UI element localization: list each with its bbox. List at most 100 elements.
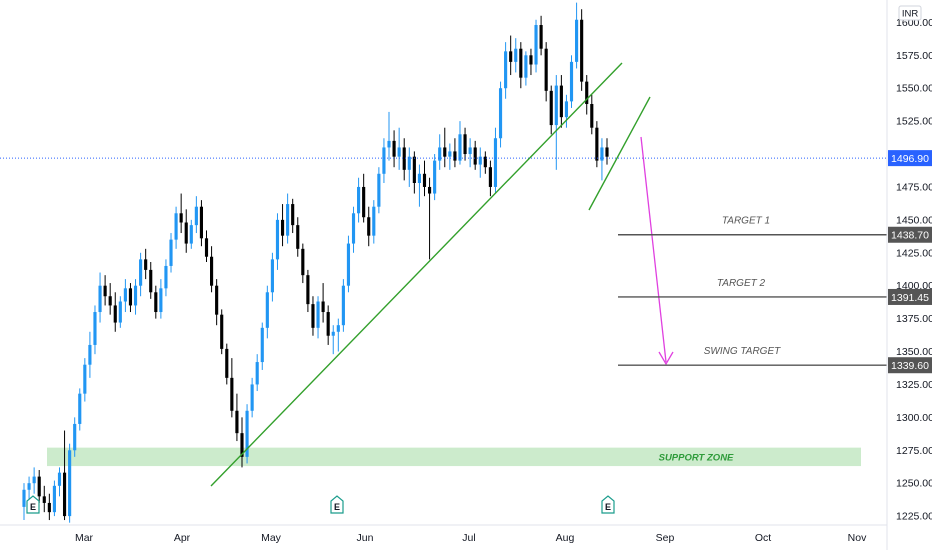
y-tick-label: 1250.00 [896,478,932,490]
candle-body [433,160,437,194]
candle-body [529,55,533,65]
candle-body [412,156,416,184]
candle-body [169,239,173,266]
candle-body [417,173,421,184]
candle-body [240,433,244,457]
rising-trendline [210,62,623,487]
candle-body [103,285,107,297]
candle-body [73,423,77,451]
support-zone-label: SUPPORT ZONE [659,452,734,463]
candle-body [514,48,518,62]
candle-body [118,301,122,323]
last-price-badge-text: 1496.90 [891,153,929,165]
earnings-marker-text: E [30,502,36,512]
candle-body [448,151,452,157]
candle-body [509,51,513,62]
candle-body [402,147,406,170]
target-price-badge-box [888,288,932,305]
y-tick-label: 1550.00 [896,83,932,95]
candle-body [149,269,153,293]
candle-body [336,325,340,332]
target-price-badge-box [888,357,932,374]
candle-body [372,206,376,236]
candle-body [230,377,234,411]
candle-body [215,285,219,315]
candle-body [144,259,148,270]
currency-label: INR [902,9,919,20]
candle-body [544,48,548,91]
candle-body [98,285,102,313]
candle-body [488,167,492,187]
candle-body [245,410,249,457]
target-price-badge: 1391.45 [888,288,932,305]
earnings-marker-icon: E [26,495,40,514]
candle-body [194,206,198,226]
candle-body [311,304,315,328]
candle-body [204,238,209,257]
candle-body [316,301,320,328]
candle-body [68,450,72,517]
candle-body [108,296,112,306]
candle-body [534,25,538,65]
candle-body [154,292,158,313]
candle-body [199,206,204,239]
candle-body [569,61,574,102]
candle-body [189,225,193,244]
candle-body [159,288,163,313]
y-tick-label: 1450.00 [896,214,932,226]
y-tick-label: 1375.00 [896,313,932,325]
x-tick-label: Mar [75,532,94,544]
earnings-marker-shape [26,495,40,514]
y-tick-label: 1225.00 [896,511,932,523]
candle-body [291,204,295,226]
candle-body [275,219,280,260]
x-tick-label: Oct [755,532,771,544]
candle-body [184,222,188,244]
candle-body [62,472,67,517]
candle-body [270,259,274,293]
target-label: SWING TARGET [704,346,781,357]
y-tick-label: 1300.00 [896,412,932,424]
candle-body [367,217,371,236]
candle-body [493,138,498,187]
target-label: TARGET 2 [717,278,766,289]
candle-body [549,90,553,126]
y-tick-label: 1475.00 [896,181,932,193]
drawings-layer: TARGET 1 TARGET 2 SWING TARGET E E E [0,62,887,514]
earnings-marker-shape [601,495,615,514]
candle-body [32,476,36,484]
earnings-marker-icon: E [330,495,344,514]
channel-trendline [588,96,651,211]
earnings-marker-text: E [605,502,611,512]
candle-body [133,285,138,306]
candle-body [483,156,487,168]
candle-body [397,147,401,157]
candle-body [27,483,31,490]
candle-body [346,243,351,286]
candle-body [559,85,563,118]
candle-body [123,288,127,302]
x-tick-label: May [261,532,282,544]
candle-body [42,496,46,503]
candle-body [362,186,366,218]
target-price-badge-text: 1391.45 [891,292,929,304]
candle-body [478,156,482,165]
y-tick-label: 1575.00 [896,50,932,62]
candle-body [407,156,411,170]
candle-body [326,312,330,336]
candle-body [600,147,604,161]
earnings-marker-icon: E [601,495,615,514]
candle-body [438,147,442,161]
last-price-badge-box [888,150,932,167]
candle-body [306,275,310,305]
candle-body [443,147,447,157]
candle-body [220,314,224,349]
x-tick-label: Apr [174,532,191,544]
candle-body [37,476,41,497]
y-tick-label: 1425.00 [896,247,932,259]
candle-body [524,55,528,78]
candle-body [128,288,133,306]
candles-layer [22,2,609,523]
x-tick-label: Aug [556,532,575,544]
